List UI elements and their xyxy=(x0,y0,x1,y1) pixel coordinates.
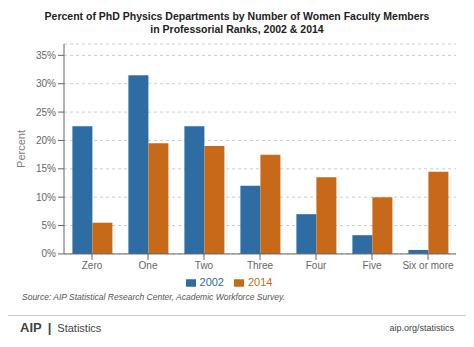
html-text:aip.org/statistics: aip.org/statistics xyxy=(389,322,454,333)
svg-text:10%: 10% xyxy=(36,192,56,203)
html-text:2002: 2002 xyxy=(199,275,224,288)
svg-text:Zero: Zero xyxy=(82,260,103,271)
svg-text:5%: 5% xyxy=(42,220,57,231)
svg-text:Percent: Percent xyxy=(15,130,27,168)
svg-text:One: One xyxy=(139,260,158,271)
html-text:in Professorial Ranks, 2002 &: in Professorial Ranks, 2002 & 2014 xyxy=(150,23,324,35)
svg-text:Two: Two xyxy=(195,260,214,271)
html-text:Source: AIP Statistical Resear: Source: AIP Statistical Research Center,… xyxy=(22,292,285,302)
svg-text:Six or more: Six or more xyxy=(402,260,454,271)
svg-text:35%: 35% xyxy=(36,50,56,61)
svg-text:Three: Three xyxy=(247,260,274,271)
svg-text:Four: Four xyxy=(306,260,327,271)
svg-text:20%: 20% xyxy=(36,135,56,146)
svg-text:Five: Five xyxy=(363,260,382,271)
svg-text:25%: 25% xyxy=(36,107,56,118)
svg-text:30%: 30% xyxy=(36,78,56,89)
svg-text:0%: 0% xyxy=(42,248,57,259)
svg-text:15%: 15% xyxy=(36,163,56,174)
html-text:2014: 2014 xyxy=(248,275,273,288)
html-text:Percent of PhD Physics Departm: Percent of PhD Physics Departments by Nu… xyxy=(44,10,430,22)
html-text:AIP | Statistics: AIP | Statistics xyxy=(20,320,102,335)
